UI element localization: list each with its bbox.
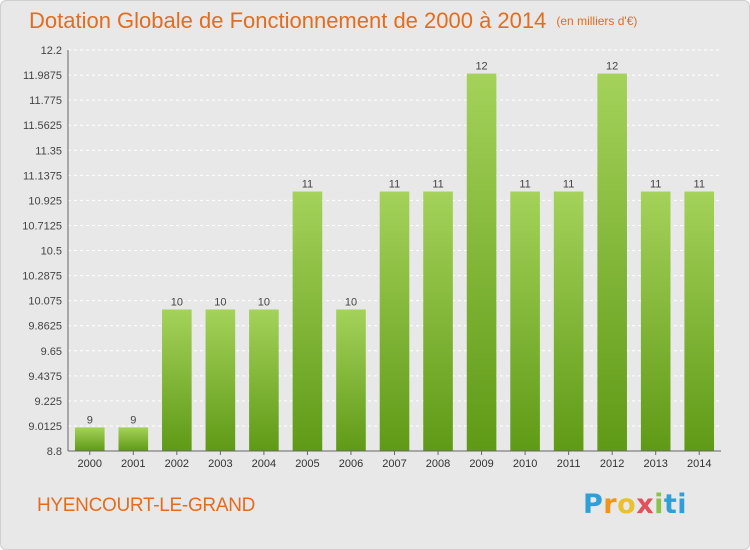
bar: [379, 191, 410, 451]
data-label: 11: [389, 179, 400, 191]
chart-title: Dotation Globale de Fonctionnement de 20…: [29, 8, 637, 34]
data-label: 11: [650, 179, 661, 191]
y-tick-label: 10.925: [28, 195, 62, 207]
y-tick-label: 9.65: [41, 346, 62, 358]
x-tick-label: 2004: [252, 458, 276, 470]
bar-layer: [74, 73, 715, 452]
title-text: Dotation Globale de Fonctionnement de 20…: [29, 8, 547, 33]
axis-layer: 8.8 9.0125 9.225 9.4375 9.65 9.8625 10.075 10.2…: [22, 45, 721, 470]
logo-letter: i: [654, 489, 664, 520]
data-label: 9: [130, 414, 136, 426]
y-tick-label: 11.1375: [23, 170, 62, 182]
data-label: 11: [432, 179, 443, 191]
y-tick-label: 9.8625: [28, 321, 62, 333]
x-tick-label: 2006: [339, 458, 363, 470]
bar: [292, 191, 323, 451]
bar: [466, 73, 497, 452]
bar: [510, 191, 540, 451]
bar: [205, 309, 236, 451]
data-label: 11: [563, 179, 574, 191]
bar: [684, 191, 715, 451]
y-tick-label: 10.075: [28, 296, 62, 308]
bar: [118, 427, 149, 451]
y-tick-label: 11.35: [35, 145, 62, 157]
data-label: 10: [214, 296, 226, 308]
x-tick-label: 2005: [295, 458, 319, 470]
y-tick-label: 12.2: [41, 45, 62, 57]
x-tick-label: 2000: [78, 458, 102, 470]
bar: [249, 309, 279, 451]
bar: [553, 191, 584, 451]
x-tick-label: 2002: [165, 458, 189, 470]
bar: [74, 427, 105, 451]
data-label: 11: [519, 179, 530, 191]
bar: [336, 309, 366, 451]
logo-letter: o: [617, 489, 637, 520]
bar: [640, 191, 671, 451]
data-label: 9: [87, 414, 93, 426]
x-tick-label: 2014: [687, 458, 711, 470]
y-tick-label: 8.8: [47, 446, 62, 458]
y-tick-label: 9.4375: [28, 371, 62, 383]
x-tick-label: 2011: [557, 458, 581, 470]
y-tick-label: 10.5: [41, 246, 62, 258]
logo-letter: ti: [663, 489, 688, 520]
data-label: 10: [258, 296, 270, 308]
data-label: 11: [694, 179, 705, 191]
bar: [423, 191, 453, 451]
commune-name: HYENCOURT-LE-GRAND: [37, 495, 256, 516]
x-tick-label: 2012: [600, 458, 624, 470]
proxiti-logo: Proxiti: [583, 489, 687, 520]
x-tick-label: 2009: [469, 458, 493, 470]
x-tick-label: 2003: [208, 458, 232, 470]
x-tick-label: 2008: [426, 458, 450, 470]
x-tick-label: 2001: [121, 458, 145, 470]
x-tick-label: 2013: [643, 458, 667, 470]
bar: [597, 73, 627, 452]
y-tick-label: 10.7125: [22, 220, 62, 232]
y-tick-label: 9.0125: [28, 421, 62, 433]
data-label: 10: [171, 296, 183, 308]
bar: [162, 309, 192, 451]
x-tick-label: 2010: [513, 458, 537, 470]
y-tick-label: 11.775: [29, 95, 62, 107]
title-unit: (en milliers d'€): [556, 14, 638, 28]
x-tick-label: 2007: [382, 458, 406, 470]
y-tick-label: 10.2875: [22, 271, 62, 283]
y-tick-label: 11.5625: [23, 120, 62, 132]
data-label: 12: [606, 61, 618, 73]
y-tick-label: 11.9875: [23, 70, 62, 82]
data-label: 11: [302, 179, 313, 191]
logo-letter: P: [583, 489, 604, 520]
data-label: 12: [475, 61, 487, 73]
logo-letter: x: [636, 489, 655, 520]
data-label: 10: [345, 296, 357, 308]
y-tick-label: 9.225: [34, 396, 62, 408]
label-layer: 9 9 10 10 10 11 10 11 11 12 11 11 12 11 11: [87, 61, 705, 427]
logo-letter: r: [603, 489, 618, 520]
